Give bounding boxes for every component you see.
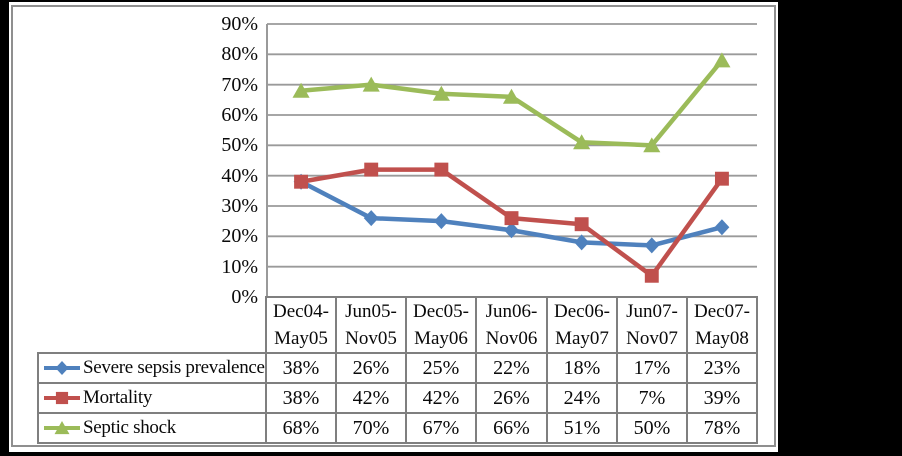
y-axis: 0% 10% 20% 30% 40% 50% 60% 70% 80% 90%: [178, 0, 258, 320]
series-marker-mortality: [294, 174, 309, 189]
series-marker-severe-sepsis-prevalence: [644, 237, 660, 254]
y-axis-tick-label: 10%: [221, 255, 258, 278]
series-marker-septic-shock: [643, 137, 661, 153]
series-marker-mortality: [714, 171, 729, 186]
y-axis-tick-label: 90%: [221, 13, 258, 35]
y-axis-tick-label: 60%: [221, 104, 258, 126]
series-marker-mortality: [644, 268, 659, 283]
series-marker-septic-shock: [573, 134, 591, 150]
y-axis-tick-label: 30%: [221, 195, 258, 217]
series-marker-septic-shock: [432, 85, 450, 101]
series-marker-mortality: [504, 211, 519, 226]
y-axis-tick-label: 80%: [221, 43, 258, 66]
y-axis-tick-label: 70%: [221, 73, 258, 96]
series-marker-severe-sepsis-prevalence: [363, 210, 379, 227]
y-axis-tick-label: 40%: [221, 164, 258, 187]
figure-border: [11, 5, 776, 447]
series-marker-severe-sepsis-prevalence: [504, 222, 519, 239]
series-marker-severe-sepsis-prevalence: [714, 219, 730, 236]
series-marker-mortality: [364, 162, 379, 177]
series-marker-septic-shock: [502, 88, 521, 104]
series-marker-severe-sepsis-prevalence: [433, 213, 449, 230]
y-axis-tick-label: 0%: [231, 286, 258, 308]
y-axis-tick-label: 20%: [221, 225, 258, 248]
series-marker-mortality: [574, 217, 589, 232]
series-marker-severe-sepsis-prevalence: [574, 234, 590, 251]
series-marker-septic-shock: [713, 52, 731, 68]
series-marker-mortality: [434, 162, 449, 177]
series-marker-septic-shock: [362, 76, 380, 92]
chart-figure: [9, 2, 778, 452]
y-axis-tick-label: 50%: [221, 134, 258, 157]
line-chart-plot: [266, 23, 757, 298]
series-marker-septic-shock: [292, 82, 310, 98]
